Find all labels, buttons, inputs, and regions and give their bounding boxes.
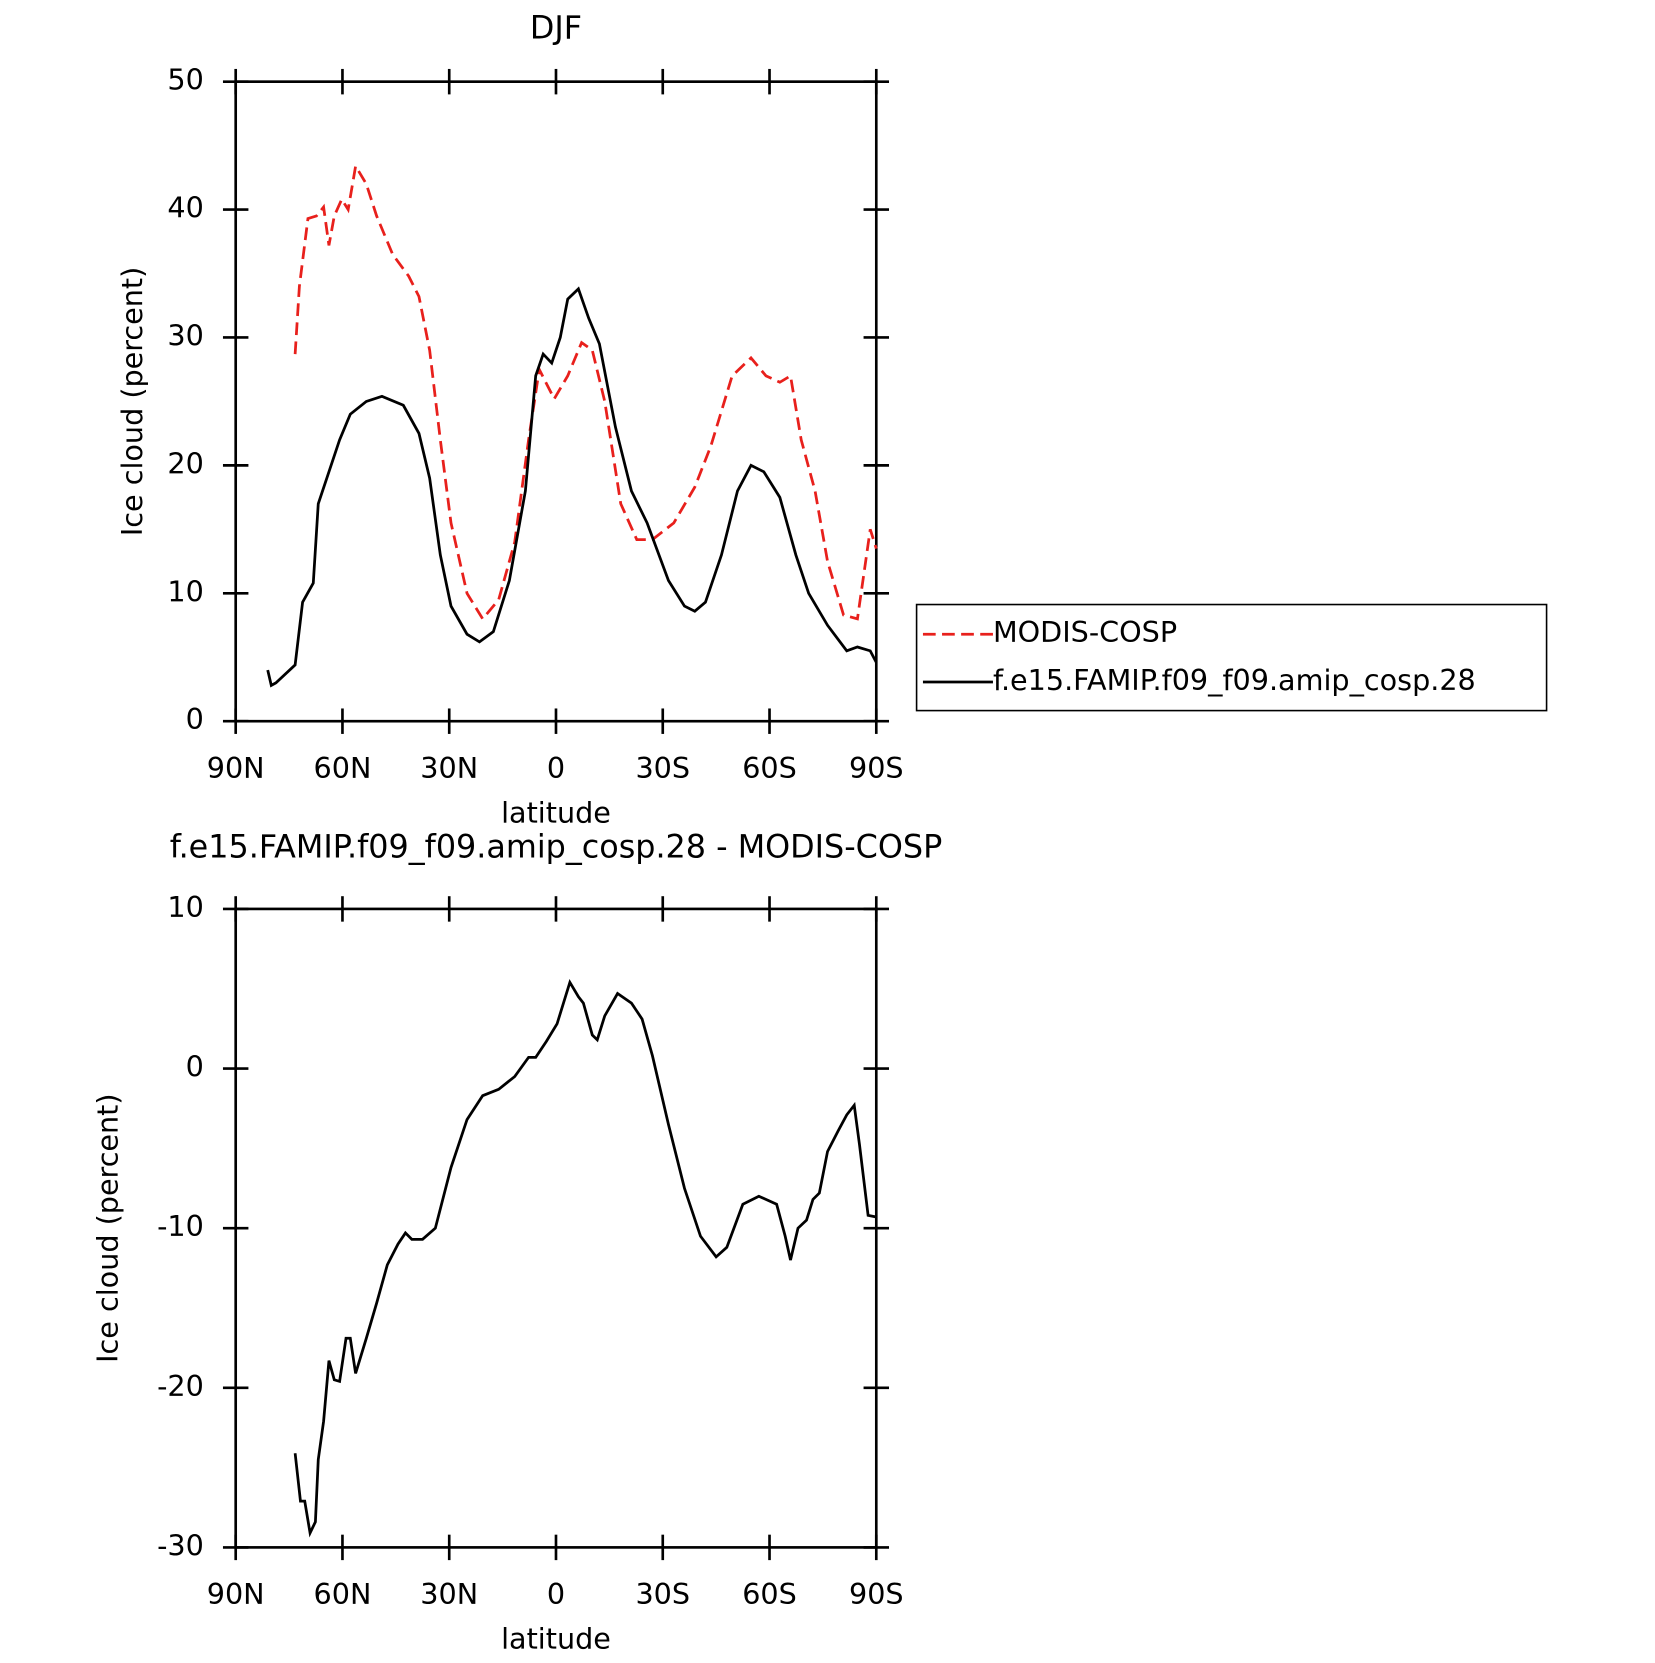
x-tick-label: 0: [547, 1577, 565, 1611]
chart-title: DJF: [530, 9, 582, 47]
x-axis-label: latitude: [501, 796, 611, 830]
x-tick-label: 90N: [207, 1577, 265, 1611]
y-tick-label: 20: [167, 446, 203, 480]
x-tick-label: 30N: [420, 1577, 478, 1611]
x-tick-label: 60S: [742, 751, 797, 785]
x-tick-label: 90S: [849, 751, 904, 785]
x-tick-label: 60N: [314, 1577, 372, 1611]
data-line: [293, 162, 878, 622]
chart-title: f.e15.FAMIP.f09_f09.amip_cosp.28 - MODIS…: [170, 827, 943, 865]
y-tick-label: -20: [157, 1369, 204, 1403]
legend-box: [915, 603, 1548, 712]
y-axis-label: Ice cloud (percent): [115, 267, 149, 536]
legend-label: f.e15.FAMIP.f09_f09.amip_cosp.28: [993, 663, 1476, 697]
y-tick-label: 10: [167, 890, 203, 924]
y-tick-label: 0: [186, 1050, 204, 1084]
x-tick-label: 90S: [849, 1577, 904, 1611]
plot-frame: [234, 907, 878, 1549]
plot-frame: [234, 80, 878, 723]
y-tick-label: -30: [157, 1528, 204, 1562]
legend-label: MODIS-COSP: [993, 615, 1177, 649]
y-tick-label: 0: [186, 702, 204, 736]
data-line: [266, 286, 878, 688]
x-tick-label: 30S: [635, 1577, 690, 1611]
y-tick-label: 30: [167, 318, 203, 352]
x-tick-label: 60S: [742, 1577, 797, 1611]
x-tick-label: 90N: [207, 751, 265, 785]
y-tick-label: 40: [167, 191, 203, 225]
y-axis-label: Ice cloud (percent): [90, 1093, 124, 1362]
x-tick-label: 30N: [420, 751, 478, 785]
y-tick-label: 10: [167, 574, 203, 608]
data-line: [293, 978, 877, 1538]
x-tick-label: 0: [547, 751, 565, 785]
x-tick-label: 60N: [314, 751, 372, 785]
x-axis-label: latitude: [501, 1622, 611, 1656]
y-tick-label: -10: [157, 1209, 204, 1243]
x-tick-label: 30S: [635, 751, 690, 785]
y-tick-label: 50: [167, 63, 203, 97]
